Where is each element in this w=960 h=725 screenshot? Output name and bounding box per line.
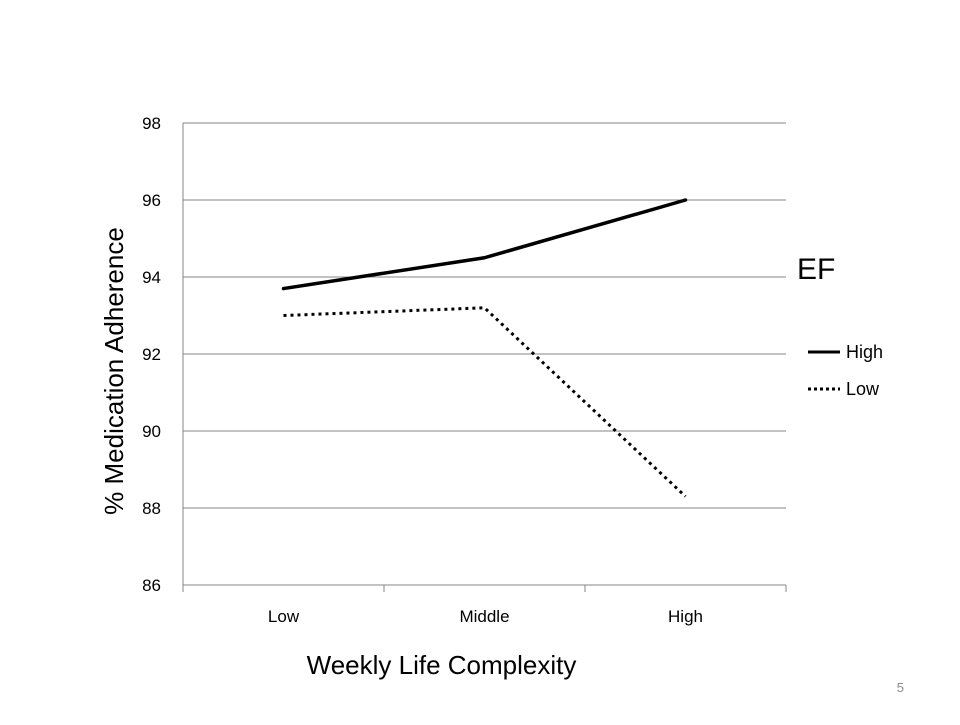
y-axis-title: % Medication Adherence xyxy=(99,227,129,515)
y-tick-label-90: 90 xyxy=(142,422,161,441)
series-line-high xyxy=(284,200,686,289)
y-tick-label-88: 88 xyxy=(142,499,161,518)
gridlines xyxy=(183,123,786,508)
page-number: 5 xyxy=(897,680,904,695)
series-lines xyxy=(283,200,685,497)
y-tick-label-86: 86 xyxy=(142,576,161,595)
x-tick-label-high: High xyxy=(668,607,703,626)
legend: EF High Low xyxy=(797,253,883,399)
y-tick-label-92: 92 xyxy=(142,345,161,364)
legend-title: EF xyxy=(797,253,835,286)
x-tick-label-middle: Middle xyxy=(459,607,509,626)
y-tick-label-94: 94 xyxy=(142,268,161,287)
x-axis-title: Weekly Life Complexity xyxy=(307,650,577,680)
legend-label-high: High xyxy=(846,342,883,362)
legend-label-low: Low xyxy=(846,379,880,399)
legend-items: High Low xyxy=(808,342,883,399)
x-tick-labels: Low Middle High xyxy=(268,607,703,626)
y-tick-label-98: 98 xyxy=(142,114,161,133)
y-tick-label-96: 96 xyxy=(142,191,161,210)
x-tick-marks xyxy=(183,585,786,592)
series-line-low xyxy=(284,308,686,497)
y-tick-labels: 86 88 90 92 94 96 98 xyxy=(142,114,161,595)
x-tick-label-low: Low xyxy=(268,607,300,626)
